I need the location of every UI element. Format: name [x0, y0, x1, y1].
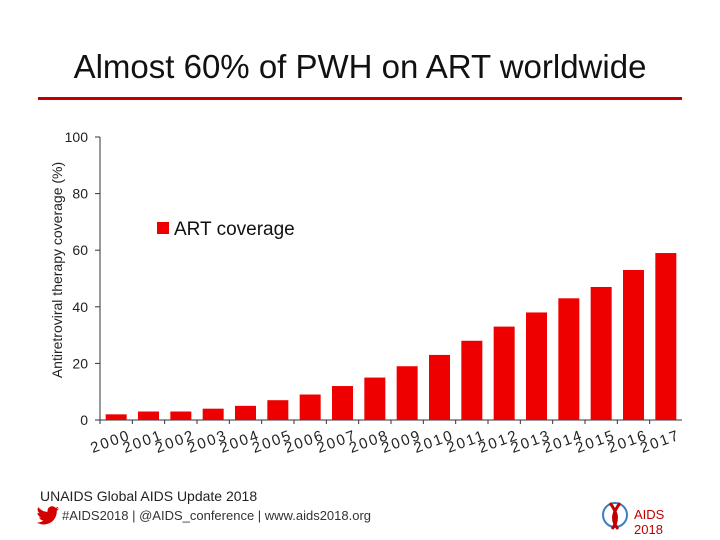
bar-2004 — [235, 405, 256, 420]
y-tick-label: 40 — [72, 299, 88, 315]
y-axis-label: Antiretroviral therapy coverage (%) — [49, 162, 65, 378]
bar-2008 — [364, 377, 386, 420]
y-tick-label: 20 — [72, 355, 88, 371]
bar-2010 — [429, 354, 450, 420]
chart-legend: ART coverage — [157, 219, 295, 240]
bar-2016 — [623, 270, 644, 420]
y-tick-label: 60 — [72, 242, 88, 258]
legend-label: ART coverage — [174, 219, 295, 240]
slide-title: Almost 60% of PWH on ART worldwide — [73, 48, 647, 85]
footer-links: #AIDS2018 | @AIDS_conference | www.aids2… — [62, 508, 372, 523]
bar-series — [105, 253, 677, 420]
bar-2000 — [105, 414, 127, 420]
bar-2001 — [138, 411, 159, 420]
source-note: UNAIDS Global AIDS Update 2018 — [40, 488, 258, 504]
art-coverage-chart: Antiretroviral therapy coverage (%) 0 20 4… — [49, 129, 683, 457]
bar-2007 — [332, 386, 353, 420]
bar-2003 — [202, 408, 224, 420]
y-tick-label: 0 — [80, 412, 88, 428]
legend-swatch — [157, 222, 169, 234]
bar-2009 — [396, 366, 418, 420]
bar-2012 — [493, 326, 515, 420]
bar-2015 — [590, 286, 612, 420]
y-tick-label: 100 — [65, 129, 89, 145]
ribbon-globe-icon — [602, 502, 628, 530]
twitter-bird-icon — [36, 506, 60, 525]
title-underline — [38, 97, 682, 100]
bar-2014 — [558, 298, 580, 420]
bar-2005 — [267, 400, 289, 420]
x-tick-labels: 2000200120022003200420052006200720082009… — [88, 420, 683, 457]
y-tick-label: 80 — [72, 186, 88, 202]
bar-2017 — [655, 253, 677, 420]
bar-2002 — [170, 411, 192, 420]
bar-2006 — [299, 394, 321, 420]
bar-2013 — [526, 312, 547, 420]
bar-2011 — [461, 340, 483, 420]
logo-text: AIDS 2018 — [634, 507, 665, 537]
aids2018-logo: AIDS 2018 — [600, 497, 684, 537]
